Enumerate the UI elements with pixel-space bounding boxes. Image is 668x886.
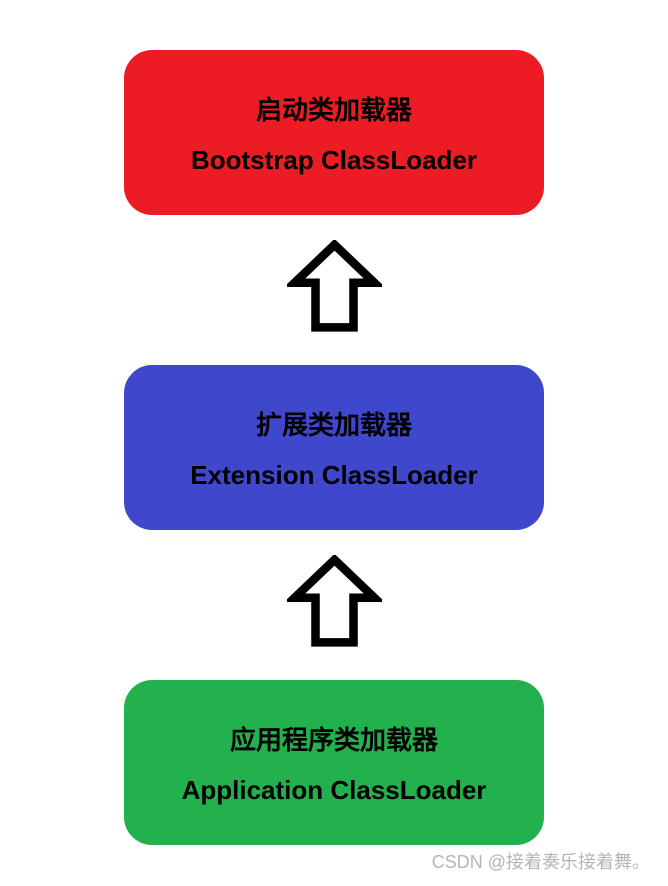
node-bootstrap: 启动类加载器 Bootstrap ClassLoader xyxy=(124,50,544,215)
node-extension-title-cn: 扩展类加载器 xyxy=(256,405,412,442)
node-application-title-cn: 应用程序类加载器 xyxy=(230,720,438,757)
node-bootstrap-title-en: Bootstrap ClassLoader xyxy=(191,145,477,176)
diagram-container: 启动类加载器 Bootstrap ClassLoader 扩展类加载器 Exte… xyxy=(0,0,668,845)
arrow-up-icon xyxy=(287,240,382,340)
arrow-up-icon xyxy=(287,555,382,655)
node-bootstrap-title-cn: 启动类加载器 xyxy=(256,90,412,127)
node-application-title-en: Application ClassLoader xyxy=(182,775,487,806)
node-extension-title-en: Extension ClassLoader xyxy=(190,460,478,491)
node-extension: 扩展类加载器 Extension ClassLoader xyxy=(124,365,544,530)
node-application: 应用程序类加载器 Application ClassLoader xyxy=(124,680,544,845)
watermark-text: CSDN @接着奏乐接着舞。 xyxy=(432,848,650,874)
